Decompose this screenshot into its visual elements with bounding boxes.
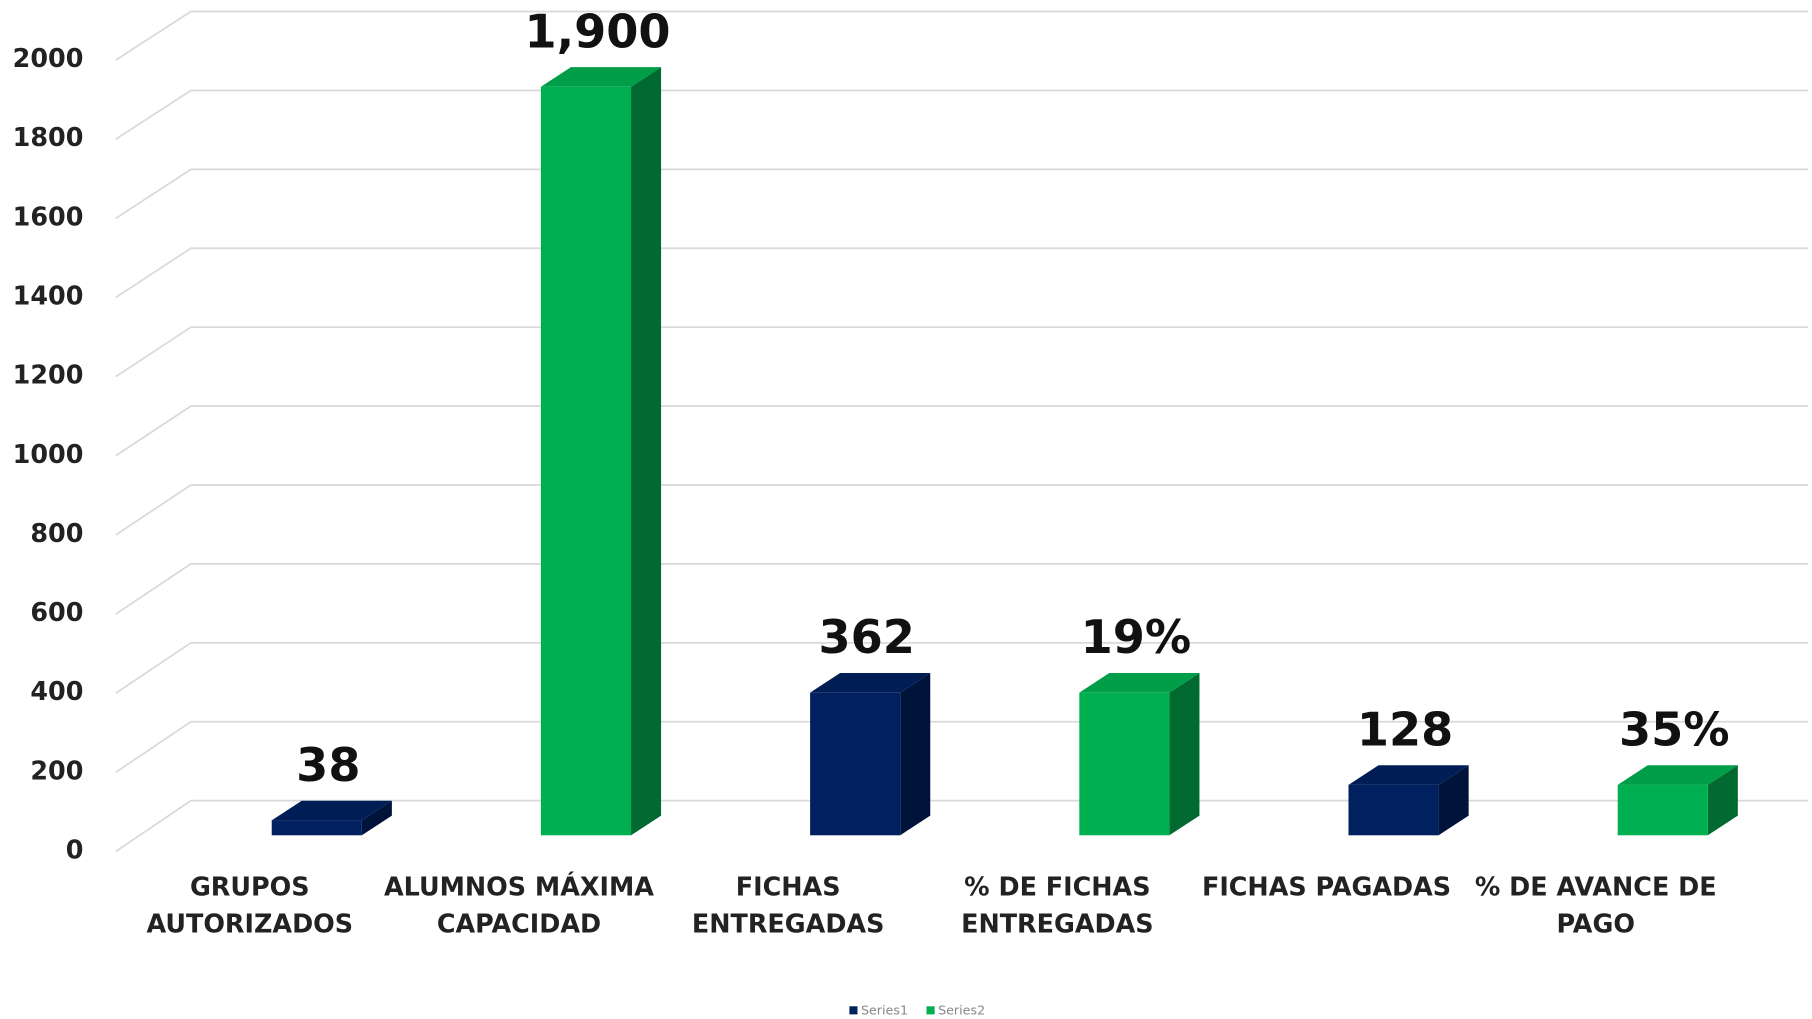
bar (1348, 765, 1469, 836)
grid-line (115, 247, 1809, 299)
x-tick-label-box: % DE AVANCE DE PAGO (1474, 873, 1717, 940)
legend-swatch (849, 1006, 858, 1015)
y-tick-label: 1600 (13, 201, 84, 231)
legend-label: Series2 (938, 1002, 985, 1017)
y-tick-label: 2000 (13, 43, 84, 73)
bar (1617, 765, 1738, 836)
grid-line (115, 168, 1809, 220)
x-tick-label: % DE AVANCE DE PAGO (1474, 873, 1717, 940)
x-tick-label-box: FICHAS ENTREGADAS (691, 873, 885, 940)
y-tick-label: 1400 (13, 280, 84, 310)
bar (271, 800, 392, 836)
bar-top (271, 800, 392, 821)
bar-side (1169, 673, 1200, 836)
bar (810, 673, 931, 836)
data-label: 19% (1081, 610, 1192, 664)
bar-side (631, 67, 662, 836)
y-tick-label: 200 (30, 755, 83, 785)
x-tick-label-box: GRUPOS AUTORIZADOS (146, 873, 354, 940)
bar-top (1348, 765, 1469, 785)
data-label: 35% (1619, 702, 1730, 756)
legend-label: Series1 (861, 1002, 908, 1017)
legend-swatch (926, 1006, 935, 1015)
x-tick-label-box: % DE FICHAS ENTREGADAS (961, 873, 1154, 940)
grid-line (115, 799, 1809, 853)
grid-line (115, 720, 1809, 774)
bar-top (1617, 765, 1738, 785)
data-label: 1,900 (524, 4, 670, 58)
x-tick-label: FICHAS ENTREGADAS (691, 873, 885, 940)
bar-side (1438, 765, 1469, 836)
bar-side (1707, 765, 1738, 836)
bar-top (540, 67, 662, 87)
bar-front (1617, 784, 1708, 836)
bar (540, 67, 662, 836)
grid-line (115, 641, 1809, 694)
bar (1079, 673, 1200, 836)
x-tick-label: ALUMNOS MÁXIMA CAPACIDAD (384, 873, 654, 940)
bar-front (540, 86, 632, 836)
grid-line (115, 326, 1809, 378)
grid-line (115, 89, 1809, 140)
grid-line (115, 563, 1809, 615)
bar-front (810, 692, 901, 836)
grid-line (115, 484, 1809, 536)
x-tick-label: FICHAS PAGADAS (1201, 873, 1452, 903)
y-tick-label: 800 (30, 518, 83, 548)
grid-line (115, 10, 1809, 61)
y-tick-label: 1800 (13, 122, 84, 152)
data-label: 38 (296, 738, 360, 792)
bar-front (1079, 692, 1170, 836)
bar-side (900, 673, 931, 836)
bar-front (271, 820, 362, 836)
data-label: 362 (818, 610, 914, 664)
y-tick-label: 0 (66, 834, 84, 864)
x-tick-label-box: FICHAS PAGADAS (1201, 873, 1452, 903)
bar-front (1348, 784, 1439, 836)
bar-top (810, 673, 931, 693)
x-tick-label-box: ALUMNOS MÁXIMA CAPACIDAD (384, 873, 654, 940)
y-tick-label: 1200 (13, 360, 84, 390)
y-tick-label: 1000 (13, 439, 84, 469)
x-tick-label: GRUPOS AUTORIZADOS (146, 873, 354, 940)
bar-side (361, 800, 392, 836)
bar-top (1079, 673, 1200, 693)
data-label: 128 (1357, 702, 1453, 756)
grid-line (115, 405, 1809, 457)
y-tick-label: 600 (30, 597, 83, 627)
y-tick-label: 400 (30, 676, 83, 706)
x-tick-label: % DE FICHAS ENTREGADAS (961, 873, 1154, 940)
